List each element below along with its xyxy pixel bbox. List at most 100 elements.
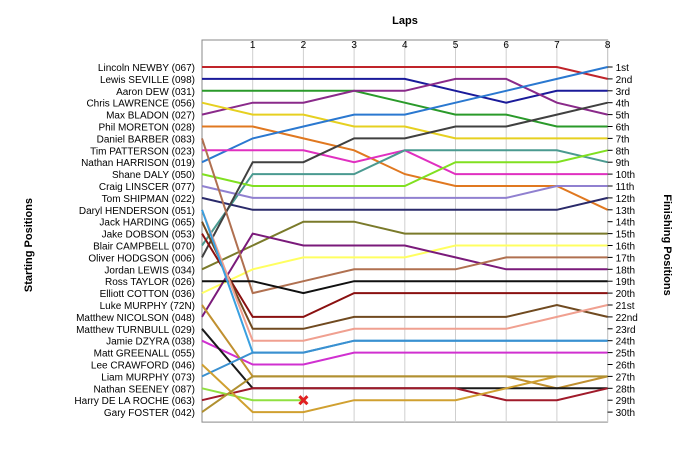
start-label: Shane DALY (050) — [112, 170, 195, 181]
finish-label: 15th — [616, 230, 635, 241]
finish-label: 27th — [616, 372, 635, 383]
lap-tick-label: 3 — [351, 40, 357, 51]
series-line — [201, 339, 608, 378]
series-line — [201, 149, 608, 247]
finish-label: 25th — [616, 349, 635, 360]
finish-label: 4th — [616, 99, 630, 110]
start-label: Jamie DZYRA (038) — [106, 337, 195, 348]
start-label: Aaron DEW (031) — [116, 87, 195, 98]
finish-label: 24th — [616, 337, 635, 348]
start-label: Blair CAMPBELL (070) — [93, 242, 195, 253]
start-label: Matt GREENALL (055) — [94, 349, 195, 360]
finish-label: 16th — [616, 242, 635, 253]
series-line — [202, 66, 608, 80]
start-label: Daniel BARBER (083) — [97, 134, 195, 145]
start-label: Lewis SEVILLE (098) — [100, 75, 195, 86]
lap-tick-label: 8 — [605, 40, 611, 51]
finish-label: 21st — [616, 301, 635, 312]
start-label: Jordan LEWIS (034) — [104, 265, 195, 276]
start-label: Daryl HENDERSON (051) — [79, 206, 195, 217]
finish-label: 8th — [616, 146, 630, 157]
start-label: Oliver HODGSON (006) — [88, 253, 195, 264]
series-line — [201, 375, 608, 413]
chart-title: Laps — [392, 15, 418, 27]
finish-label: 1st — [616, 63, 630, 74]
series-line — [202, 125, 609, 211]
series-lines — [201, 66, 609, 414]
finish-label: 13th — [616, 206, 635, 217]
start-labels: Lincoln NEWBY (067)Lewis SEVILLE (098)Aa… — [74, 63, 195, 419]
series-line — [201, 149, 608, 187]
lap-labels: 1 2 3 4 5 6 7 8 — [250, 40, 611, 51]
start-label: Phil MORETON (028) — [98, 123, 195, 134]
finish-label: 7th — [616, 134, 630, 145]
lap-tick-label: 1 — [250, 40, 256, 51]
series-line — [201, 138, 608, 295]
series-line — [201, 101, 608, 140]
series-line — [201, 209, 608, 342]
start-label: Harry DE LA ROCHE (063) — [74, 396, 195, 407]
series-line — [202, 89, 608, 128]
series-line — [202, 280, 608, 295]
finish-label: 22nd — [616, 313, 638, 324]
finish-label: 6th — [616, 123, 630, 134]
lap-tick-label: 6 — [503, 40, 509, 51]
y-axis-left-label: Starting Positions — [23, 198, 35, 292]
start-label: Nathan SEENEY (087) — [93, 384, 195, 395]
series-line — [201, 233, 608, 318]
start-label: Jake DOBSON (053) — [102, 230, 195, 241]
series-line — [201, 339, 608, 366]
lap-tick-label: 2 — [301, 40, 307, 51]
y-axis-right-label: Finishing Positions — [661, 194, 673, 295]
finish-labels: 1st2nd3rd4th5th6th7th8th9th10th11th12th1… — [607, 63, 638, 419]
start-label: Elliott COTTON (036) — [100, 289, 195, 300]
finish-label: 20th — [616, 289, 635, 300]
finish-label: 14th — [616, 218, 635, 229]
finish-label: 19th — [616, 277, 635, 288]
series-line — [201, 77, 608, 116]
finish-label: 23rd — [616, 325, 636, 336]
finish-label: 9th — [616, 158, 630, 169]
start-label: Liam MURPHY (073) — [101, 372, 195, 383]
finish-label: 12th — [616, 194, 635, 205]
finish-label: 10th — [616, 170, 635, 181]
series-line — [201, 363, 558, 414]
start-label: Max BLADON (027) — [106, 111, 195, 122]
finish-label: 26th — [616, 361, 635, 372]
finish-label: 30th — [616, 408, 635, 419]
start-label: Luke MURPHY (72N) — [100, 301, 195, 312]
series-line — [201, 221, 608, 330]
start-label: Jack HARDING (065) — [99, 218, 195, 229]
series-line — [201, 232, 608, 318]
series-line — [201, 387, 304, 402]
finish-label: 29th — [616, 396, 635, 407]
start-label: Tom SHIPMAN (022) — [102, 194, 195, 205]
start-label: Nathan HARRISON (019) — [81, 158, 195, 169]
series-line — [201, 196, 608, 211]
start-label: Lincoln NEWBY (067) — [98, 63, 195, 74]
start-label: Lee CRAWFORD (046) — [91, 361, 195, 372]
series-line — [201, 185, 608, 199]
lap-tick-label: 7 — [554, 40, 560, 51]
start-label: Matthew NICOLSON (048) — [76, 313, 195, 324]
start-label: Ross TAYLOR (026) — [105, 277, 195, 288]
lap-tick-label: 5 — [453, 40, 459, 51]
finish-label: 18th — [616, 265, 635, 276]
finish-label: 5th — [616, 111, 630, 122]
series-line — [201, 387, 608, 402]
start-label: Chris LAWRENCE (056) — [86, 99, 195, 110]
start-label: Matthew TURNBULL (029) — [76, 325, 195, 336]
finish-label: 17th — [616, 253, 635, 264]
finish-label: 3rd — [616, 87, 630, 98]
series-line — [201, 244, 608, 295]
finish-label: 2nd — [616, 75, 633, 86]
retired-x-stroke — [298, 395, 309, 406]
start-label: Tim PATTERSON (023) — [90, 146, 195, 157]
series-line — [201, 101, 608, 258]
lap-tick-label: 4 — [402, 40, 408, 51]
finish-label: 11th — [616, 182, 635, 193]
start-label: Gary FOSTER (042) — [104, 408, 195, 419]
finish-label: 28th — [616, 384, 635, 395]
